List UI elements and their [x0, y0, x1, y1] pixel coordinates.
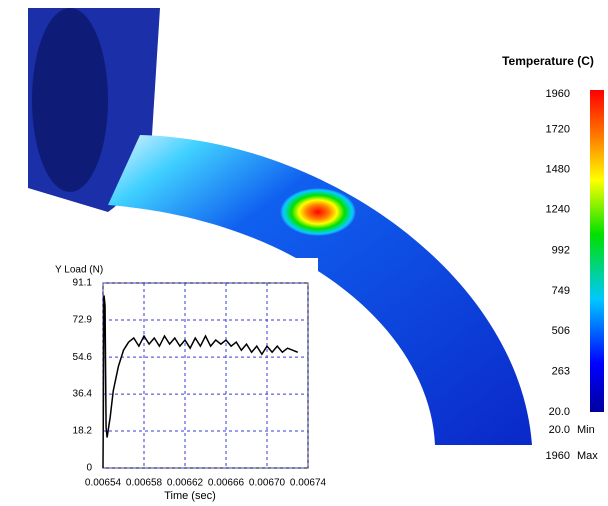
colorbar: Temperature (C) 20.0 Min 1960 Max 1960 17…	[502, 54, 604, 462]
colorbar-tick-label: 1960	[546, 88, 570, 100]
plot-frame	[102, 282, 309, 469]
wheel-face	[32, 8, 108, 192]
min-label: Min	[577, 424, 595, 436]
max-value: 1960	[546, 450, 570, 462]
colorbar-scale	[590, 90, 604, 412]
y-tick-label: 0	[86, 463, 92, 474]
inset-chart: Y Load (N) Time (sec) 0 18.2 36.4 54.6 72.9 9…	[55, 265, 327, 502]
colorbar-tick-label: 506	[552, 325, 570, 337]
x-axis-label: Time (sec)	[164, 490, 216, 502]
colorbar-tick-label: 992	[552, 245, 570, 257]
min-value: 20.0	[549, 424, 570, 436]
colorbar-tick-label: 20.0	[549, 406, 570, 418]
x-tick-label: 0.00666	[208, 478, 245, 489]
colorbar-title: Temperature (C)	[502, 54, 594, 68]
ring	[108, 135, 532, 445]
x-tick-label: 0.00658	[126, 478, 163, 489]
colorbar-tick-label: 749	[552, 285, 570, 297]
y-tick-label: 36.4	[73, 389, 93, 400]
colorbar-tick-label: 263	[552, 366, 570, 378]
hot-spot	[280, 188, 356, 236]
y-tick-label: 72.9	[73, 315, 93, 326]
colorbar-tick-label: 1240	[546, 203, 570, 215]
y-tick-label: 91.1	[73, 278, 93, 289]
colorbar-tick-label: 1480	[546, 164, 570, 176]
y-tick-label: 54.6	[73, 352, 93, 363]
chart-title: Y Load (N)	[55, 265, 103, 276]
x-tick-label: 0.00674	[290, 478, 327, 489]
x-tick-label: 0.00662	[167, 478, 204, 489]
colorbar-tick-label: 1720	[546, 124, 570, 136]
y-tick-label: 18.2	[73, 426, 93, 437]
data-line	[102, 295, 299, 469]
x-tick-label: 0.00670	[249, 478, 286, 489]
x-tick-label: 0.00654	[85, 478, 122, 489]
max-label: Max	[577, 450, 598, 462]
